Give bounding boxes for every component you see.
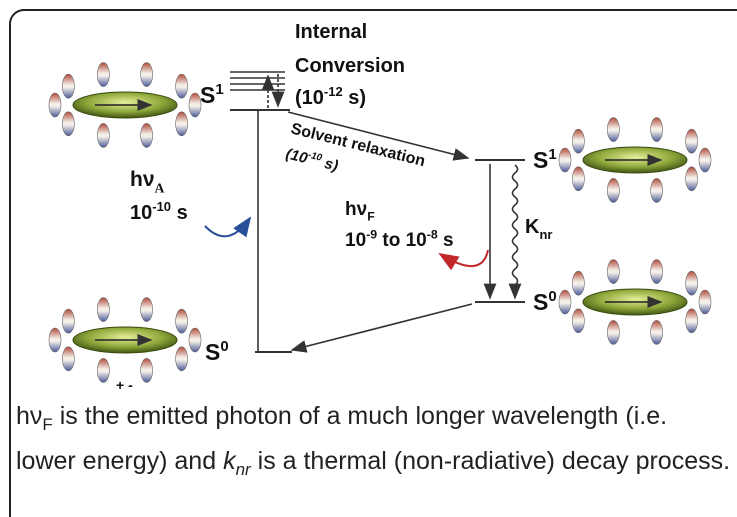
dipole: [175, 346, 188, 372]
text-run: S: [200, 82, 215, 108]
text-run: -10: [307, 150, 324, 164]
dipole: [572, 166, 585, 192]
dipole: [97, 62, 110, 87]
text-run: F: [367, 210, 375, 224]
levels: [204, 71, 525, 353]
dipole: [572, 308, 585, 334]
solvent-relaxation: Solvent relaxation: [289, 120, 427, 170]
dipole: [685, 270, 698, 296]
text-run: S: [533, 147, 548, 173]
dipole: [140, 62, 153, 87]
dipole: [97, 358, 110, 383]
dipole: [650, 259, 663, 284]
dipole: [140, 358, 153, 383]
frame: [9, 9, 737, 517]
text-run: 0: [220, 338, 228, 355]
text-run: (10: [295, 87, 324, 109]
solvent-time: (10-10 s): [284, 144, 340, 174]
dipole: [685, 128, 698, 154]
caption-run: nr: [235, 460, 251, 479]
dipole: [650, 320, 663, 345]
dipole: [698, 147, 712, 173]
s1-left: S1: [200, 81, 224, 108]
dipole: [558, 289, 572, 315]
dipole: [650, 178, 663, 203]
dipole: [48, 327, 62, 353]
dipole: [188, 327, 202, 353]
dipole: [97, 123, 110, 148]
text-run: hν: [130, 168, 155, 191]
text-run: s: [171, 202, 188, 224]
hv-a: hνA: [130, 168, 165, 195]
dipole: [607, 117, 620, 142]
dipole: [62, 73, 75, 99]
text-run: -8: [427, 227, 438, 241]
dipole: [62, 111, 75, 137]
s1-right: S1: [533, 146, 557, 173]
text-run: S: [533, 289, 548, 315]
s0-left: S0: [205, 338, 229, 365]
charges: + -: [116, 377, 133, 393]
caption-run: hν: [16, 402, 43, 430]
dipole: [140, 297, 153, 322]
caption-run: k: [223, 447, 236, 475]
text-run: 1: [215, 81, 223, 98]
text-run: 0: [548, 288, 556, 305]
text-run: Internal: [295, 21, 367, 43]
text-run: + -: [116, 377, 133, 393]
dipole: [48, 92, 62, 118]
text-run: s: [438, 230, 454, 251]
dipole: [572, 128, 585, 154]
text-run: Solvent relaxation: [289, 120, 427, 170]
dipole: [607, 320, 620, 345]
text-run: s): [343, 87, 366, 109]
dipole: [685, 308, 698, 334]
text-run: K: [525, 216, 540, 238]
hv-a-time: 10-10 s: [130, 199, 188, 224]
knr: Knr: [525, 216, 552, 242]
text-run: s): [319, 154, 340, 175]
dipole: [607, 178, 620, 203]
dipole: [62, 346, 75, 372]
text-run: nr: [539, 227, 552, 242]
dipole: [97, 297, 110, 322]
ic-time: (10-12 s): [295, 84, 366, 109]
dipole: [175, 308, 188, 334]
dipole: [62, 308, 75, 334]
ic-line1: Internal: [295, 21, 367, 43]
dipole: [188, 92, 202, 118]
caption: hνF is the emitted photon of a much long…: [16, 398, 731, 488]
dipole: [175, 111, 188, 137]
text-run: (10: [284, 145, 310, 167]
text-run: S: [205, 339, 220, 365]
text-run: A: [155, 180, 165, 195]
dipole: [558, 147, 572, 173]
hv-f: hνF: [345, 199, 375, 224]
text-run: to 10: [377, 230, 427, 251]
text-run: -9: [366, 227, 377, 241]
text-run: 1: [548, 146, 556, 163]
dipole: [140, 123, 153, 148]
caption-run: F: [42, 415, 53, 434]
text-run: -12: [324, 84, 343, 99]
dipole: [607, 259, 620, 284]
text-run: 10: [130, 202, 152, 224]
text-run: Conversion: [295, 55, 405, 77]
dipole: [685, 166, 698, 192]
molecules: [48, 62, 712, 383]
dipole: [650, 117, 663, 142]
text-run: 10: [345, 230, 366, 251]
caption-run: is a thermal (non-radiative) decay proce…: [250, 447, 731, 475]
s0-right: S0: [533, 288, 557, 315]
dipole: [698, 289, 712, 315]
dipole: [572, 270, 585, 296]
caption-run: is the emitted photon of a much longer w…: [16, 402, 668, 475]
ic-line2: Conversion: [295, 55, 405, 77]
text-run: hν: [345, 199, 367, 220]
hv-f-time: 10-9 to 10-8 s: [345, 227, 454, 251]
dipole: [175, 73, 188, 99]
text-run: -10: [152, 199, 171, 214]
